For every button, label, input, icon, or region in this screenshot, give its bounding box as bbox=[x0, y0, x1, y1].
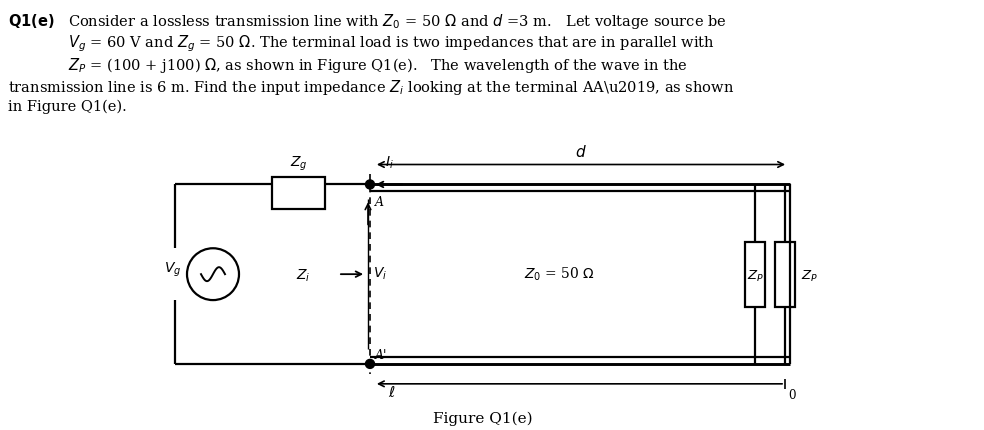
Bar bbox=[272, 178, 325, 209]
Text: $Z_P$: $Z_P$ bbox=[801, 269, 818, 284]
Text: 0: 0 bbox=[788, 389, 795, 402]
Circle shape bbox=[365, 359, 375, 369]
Text: $Z_P$: $Z_P$ bbox=[747, 269, 764, 284]
Text: $Z_P$ = (100 + j100) $\Omega$, as shown in Figure Q1(e).   The wavelength of the: $Z_P$ = (100 + j100) $\Omega$, as shown … bbox=[68, 56, 688, 75]
Text: $V_i$: $V_i$ bbox=[373, 266, 387, 283]
Circle shape bbox=[365, 180, 375, 189]
Text: $\mathbf{Q1(e)}$: $\mathbf{Q1(e)}$ bbox=[8, 12, 54, 30]
Text: A': A' bbox=[375, 349, 388, 362]
Bar bbox=[775, 242, 795, 307]
Text: Consider a lossless transmission line with $Z_0$ = 50 $\Omega$ and $d$ =3 m.   L: Consider a lossless transmission line wi… bbox=[68, 12, 727, 31]
Text: $Z_i$: $Z_i$ bbox=[295, 268, 310, 284]
Text: $d$: $d$ bbox=[575, 144, 586, 160]
Text: $\ell$: $\ell$ bbox=[388, 385, 396, 400]
Text: $Z_g$: $Z_g$ bbox=[289, 155, 307, 173]
Text: transmission line is 6 m. Find the input impedance $Z_i$ looking at the terminal: transmission line is 6 m. Find the input… bbox=[8, 78, 734, 97]
Text: in Figure Q1(e).: in Figure Q1(e). bbox=[8, 100, 127, 114]
Text: $V_g$ = 60 V and $Z_g$ = 50 $\Omega$. The terminal load is two impedances that a: $V_g$ = 60 V and $Z_g$ = 50 $\Omega$. Th… bbox=[68, 34, 715, 55]
Text: Figure Q1(e): Figure Q1(e) bbox=[433, 412, 532, 426]
Text: A: A bbox=[375, 197, 384, 209]
Bar bbox=[745, 242, 765, 307]
Text: $Z_0$ = 50 $\Omega$: $Z_0$ = 50 $\Omega$ bbox=[524, 265, 595, 283]
Text: $V_g$: $V_g$ bbox=[163, 261, 181, 280]
Text: $I_i$: $I_i$ bbox=[385, 155, 394, 172]
